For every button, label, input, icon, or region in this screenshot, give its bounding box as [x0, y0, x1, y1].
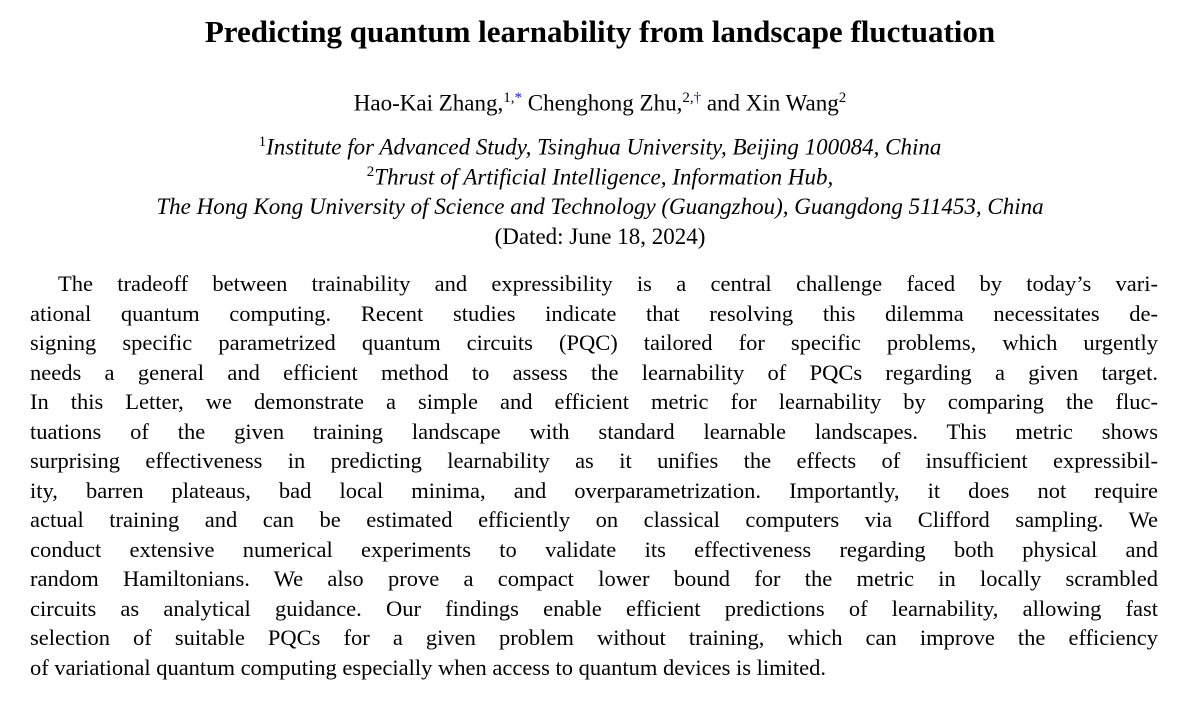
date-line: (Dated: June 18, 2024)	[494, 224, 706, 249]
author-superscript: 2,†	[682, 90, 701, 106]
author-name: Hao-Kai Zhang,	[353, 90, 504, 116]
abstract-line: surprising effectiveness in predicting l…	[30, 448, 1158, 473]
affiliation-line: The Hong Kong University of Science and …	[0, 194, 1200, 220]
author-name: Chenghong Zhu,	[527, 90, 683, 116]
abstract-line: random Hamiltonians. We also prove a com…	[30, 566, 1158, 591]
author-list: Hao-Kai Zhang,1,* Chenghong Zhu,2,† and …	[0, 90, 1200, 117]
affiliation-index: 2	[838, 90, 847, 106]
abstract-line: ity, barren plateaus, bad local minima, …	[30, 477, 1158, 503]
author-name: and Xin Wang	[706, 90, 839, 116]
paper-title: Predicting quantum learnability from lan…	[204, 14, 996, 49]
author-note: *	[514, 90, 522, 106]
author-superscript: 2	[839, 90, 847, 106]
author-superscript: 1,*	[503, 90, 522, 106]
affiliation-text: Institute for Advanced Study, Tsinghua U…	[266, 134, 942, 160]
affiliation-text: Thrust of Artificial Intelligence, Infor…	[374, 164, 834, 190]
affiliation-index: 1,	[503, 90, 515, 106]
affiliation-text: The Hong Kong University of Science and …	[156, 194, 1044, 219]
affiliation-line: 1Institute for Advanced Study, Tsinghua …	[0, 134, 1200, 161]
affiliation-line: 2Thrust of Artificial Intelligence, Info…	[0, 164, 1200, 191]
abstract-line: In this Letter, we demonstrate a simple …	[30, 389, 1158, 414]
abstract-line: needs a general and efficient method to …	[30, 359, 1158, 385]
abstract-line: of variational quantum computing especia…	[30, 654, 827, 680]
abstract-line: ational quantum computing. Recent studie…	[30, 300, 1158, 326]
abstract-line: selection of suitable PQCs for a given p…	[30, 625, 1158, 650]
abstract-line: The tradeoff between trainability and ex…	[58, 271, 1158, 296]
affiliation-number: 2	[366, 164, 375, 180]
abstract-line: conduct extensive numerical experiments …	[30, 536, 1158, 562]
abstract-line: signing specific parametrized quantum ci…	[30, 330, 1158, 355]
abstract-line: circuits as analytical guidance. Our fin…	[30, 595, 1158, 621]
abstract-line: actual training and can be estimated eff…	[30, 507, 1158, 532]
abstract-line: tuations of the given training landscape…	[30, 418, 1158, 444]
affiliation-index: 2,	[682, 90, 694, 106]
affiliation-number: 1	[258, 134, 267, 150]
author-note: †	[693, 90, 702, 106]
